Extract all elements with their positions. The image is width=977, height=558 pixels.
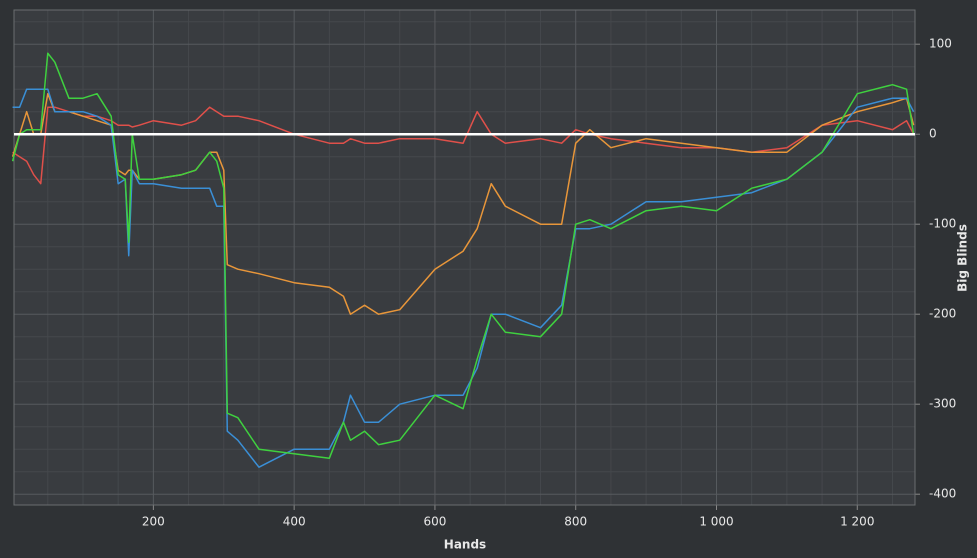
x-tick-label: 400 bbox=[283, 515, 306, 529]
y-tick-label: 100 bbox=[929, 37, 952, 51]
y-tick-label: -100 bbox=[929, 217, 956, 231]
x-tick-label: 200 bbox=[142, 515, 165, 529]
y-tick-label: -200 bbox=[929, 307, 956, 321]
plot-border bbox=[13, 9, 916, 506]
plot-area bbox=[14, 10, 915, 505]
series-line bbox=[12, 88, 915, 468]
y-tick-label: 0 bbox=[929, 127, 937, 141]
y-tick-label: -300 bbox=[929, 397, 956, 411]
series-line bbox=[11, 92, 915, 315]
x-tick-label: 800 bbox=[564, 515, 587, 529]
y-axis-title: Big Blinds bbox=[956, 224, 970, 292]
x-tick-label: 1 000 bbox=[699, 515, 733, 529]
series-line bbox=[11, 52, 915, 459]
series-line bbox=[12, 106, 915, 185]
y-tick-label: -400 bbox=[929, 487, 956, 501]
x-axis-title: Hands bbox=[444, 538, 486, 552]
x-tick-label: 600 bbox=[423, 515, 446, 529]
x-tick-label: 1 200 bbox=[840, 515, 874, 529]
